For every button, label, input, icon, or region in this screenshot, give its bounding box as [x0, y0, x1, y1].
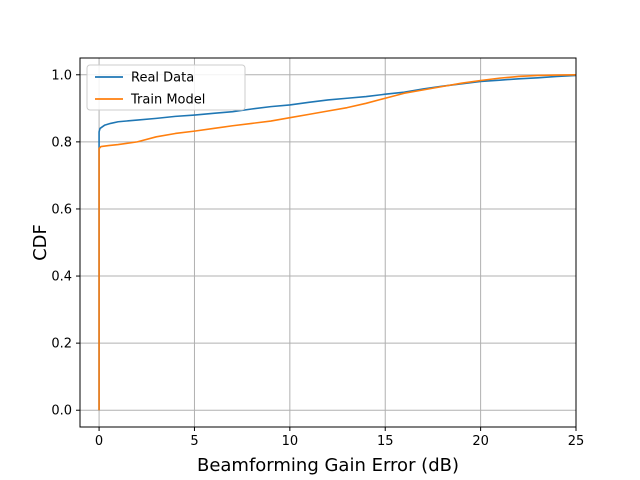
plot-frame	[79, 57, 577, 428]
legend: Real Data Train Model	[86, 64, 246, 111]
x-tick-label: 5	[190, 434, 198, 449]
legend-box	[86, 64, 246, 111]
x-tick-label: 15	[377, 434, 394, 449]
x-tick-label: 20	[472, 434, 489, 449]
series-line-real-data	[98, 74, 577, 411]
y-tick-label: 0.4	[51, 270, 72, 285]
y-tick-label: 1.0	[51, 68, 72, 83]
series-lines	[98, 73, 577, 411]
x-tick-label: 25	[568, 434, 585, 449]
y-tick-label: 0.8	[51, 135, 72, 150]
y-tick-label: 0.6	[51, 202, 72, 217]
grid-lines	[80, 58, 577, 427]
axis-ticks: 0 5 10 15 20 25 0.0 0.2 0.4 0.6 0.8 1.0	[51, 68, 584, 449]
x-axis-label: Beamforming Gain Error (dB)	[197, 455, 459, 476]
y-tick-label: 0.0	[51, 404, 72, 419]
y-tick-label: 0.2	[51, 337, 72, 352]
legend-label: Real Data	[131, 71, 194, 86]
y-axis-label: CDF	[30, 224, 51, 261]
x-tick-label: 0	[95, 434, 103, 449]
series-line-train-model	[98, 73, 577, 411]
x-tick-label: 10	[282, 434, 299, 449]
legend-label: Train Model	[130, 93, 205, 108]
